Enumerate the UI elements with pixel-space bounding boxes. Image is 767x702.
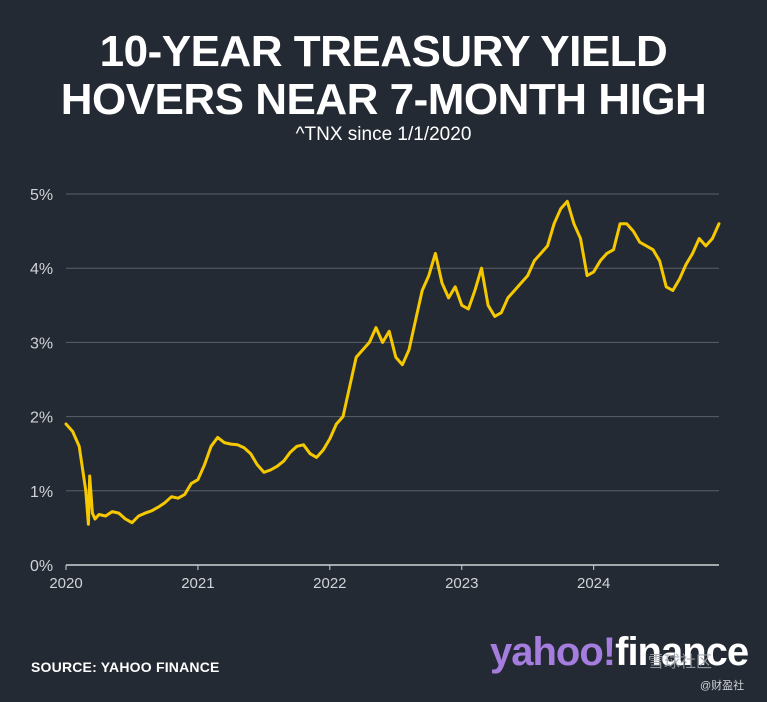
series-group [64,199,721,526]
x-tick-label: 2022 [313,575,346,592]
watermark-text: 雪球社区 [648,654,713,671]
y-tick-label: 2% [30,410,53,427]
watermark-handle: @财盈社 [700,680,745,692]
x-axis-tick-labels: 2020 2021 2022 2023 2024 [49,565,610,592]
y-axis-tick-labels: 0% 1% 2% 3% 4% 5% [30,187,53,575]
x-tick-label: 2021 [181,575,214,592]
y-tick-label: 1% [30,484,53,501]
y-tick-label: 5% [30,187,53,204]
source-note: SOURCE: YAHOO FINANCE [31,659,220,675]
y-tick-label: 3% [30,335,53,352]
yahoo-finance-logo: yahoo!finance [490,628,749,676]
x-tick-label: 2024 [577,575,610,592]
series-line [64,199,721,526]
chart-subtitle: ^TNX since 1/1/2020 [295,124,472,145]
y-tick-label: 4% [30,261,53,278]
logo-part-yahoo: yahoo! [490,630,616,674]
title-line-1: 10-YEAR TREASURY YIELD [99,27,668,76]
chart-title: 10-YEAR TREASURY YIELD HOVERS NEAR 7-MON… [0,28,767,124]
logo-part-finance: finance [615,630,749,674]
x-tick-label: 2020 [49,575,82,592]
y-tick-label: 0% [30,558,53,575]
x-tick-label: 2023 [445,575,478,592]
title-line-2: HOVERS NEAR 7-MONTH HIGH [60,75,707,124]
grid-lines [66,193,719,566]
